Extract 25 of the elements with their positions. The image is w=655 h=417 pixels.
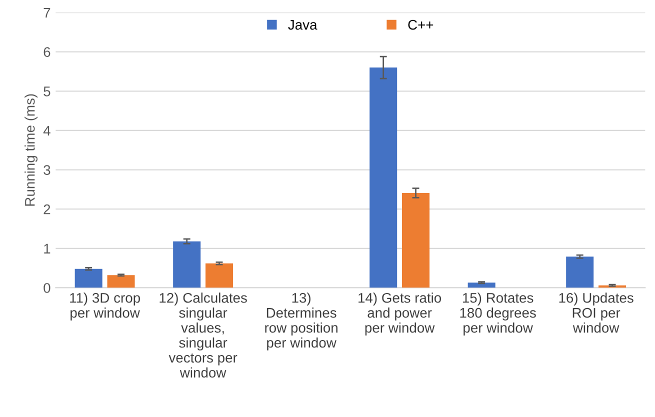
y-tick-label: 1 <box>44 244 50 254</box>
y-tick-label: 4 <box>43 126 50 136</box>
legend-label: C++ <box>408 20 434 30</box>
bar <box>402 192 430 288</box>
bar <box>566 256 594 288</box>
x-tick-label: 12) Calculates singular values, singular vectors per window <box>160 292 247 378</box>
bar <box>74 268 102 288</box>
y-tick-label: 6 <box>44 47 50 57</box>
bar <box>206 263 234 288</box>
bar <box>173 241 201 288</box>
y-axis-title: Running time (ms) <box>24 94 38 206</box>
y-tick-label: 3 <box>44 165 50 175</box>
x-tick-label: 16) Updates ROI per window <box>559 292 634 333</box>
y-tick-label: 5 <box>44 86 50 96</box>
x-tick-label: 14) Gets ratio and power per window <box>358 292 442 336</box>
x-tick-label: 15) Rotates 180 degrees per window <box>460 292 536 336</box>
y-tick-label: 0 <box>44 283 50 293</box>
y-tick-label: 2 <box>44 204 50 214</box>
x-tick-label: 11) 3D crop per window <box>70 292 140 320</box>
legend-label: Java <box>288 20 318 30</box>
y-tick-label: 7 <box>44 8 50 18</box>
bar <box>370 68 398 288</box>
bar <box>107 275 135 288</box>
bar <box>468 282 496 288</box>
x-tick-label: 13) Determines row position per window <box>265 292 338 350</box>
